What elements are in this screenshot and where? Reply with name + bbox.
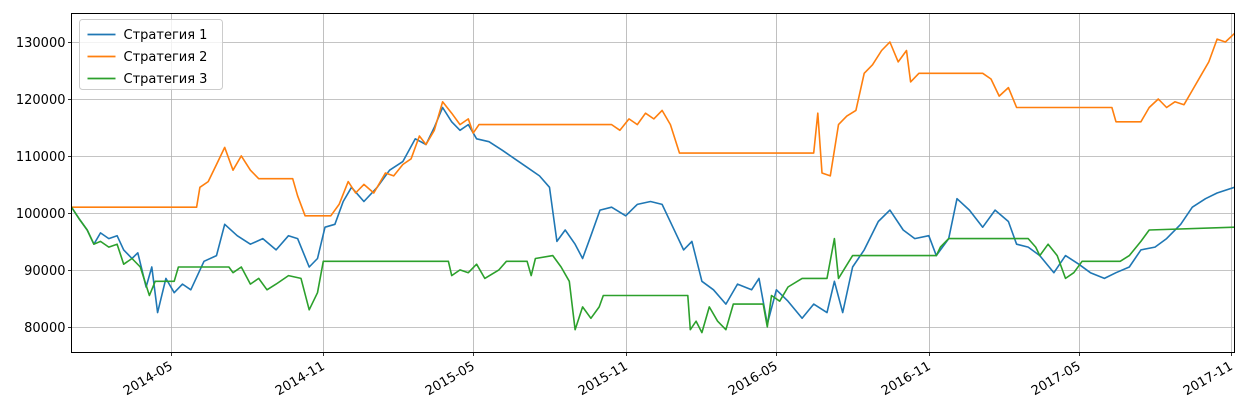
- x-tick-label: 2014-05: [121, 359, 176, 399]
- plot-frame: [71, 13, 1235, 353]
- y-tick-label: 90000: [24, 264, 65, 279]
- x-tick-label: 2015-11: [576, 359, 631, 399]
- series-line-3: [71, 206, 1235, 334]
- x-tick-label: 2014-11: [273, 359, 328, 399]
- legend-label: Стратегия 2: [124, 50, 208, 65]
- legend-label: Стратегия 1: [124, 28, 208, 43]
- x-tick-label: 2015-05: [423, 359, 478, 399]
- y-tick-label: 130000: [16, 36, 66, 51]
- y-tick-label: 80000: [24, 321, 65, 336]
- y-tick-label: 120000: [16, 93, 66, 108]
- legend-box: [79, 19, 223, 90]
- grid: [71, 13, 1235, 353]
- x-tick-label: 2017-05: [1029, 359, 1084, 399]
- axis-ticks: 80000 90000 100000 110000 120000 130000 2014-0…: [16, 36, 1236, 399]
- legend-label: Стратегия 3: [124, 72, 208, 87]
- legend: Стратегия 1 Стратегия 2 Стратегия 3: [79, 19, 223, 90]
- x-tick-label: 2017-11: [1181, 359, 1236, 399]
- y-tick-label: 100000: [16, 207, 66, 222]
- series-line-1: [71, 106, 1235, 325]
- y-tick-label: 110000: [16, 150, 66, 165]
- series-lines: [71, 32, 1235, 334]
- series-line-2: [71, 32, 1235, 217]
- x-tick-label: 2016-11: [879, 359, 934, 399]
- x-tick-label: 2016-05: [726, 359, 781, 399]
